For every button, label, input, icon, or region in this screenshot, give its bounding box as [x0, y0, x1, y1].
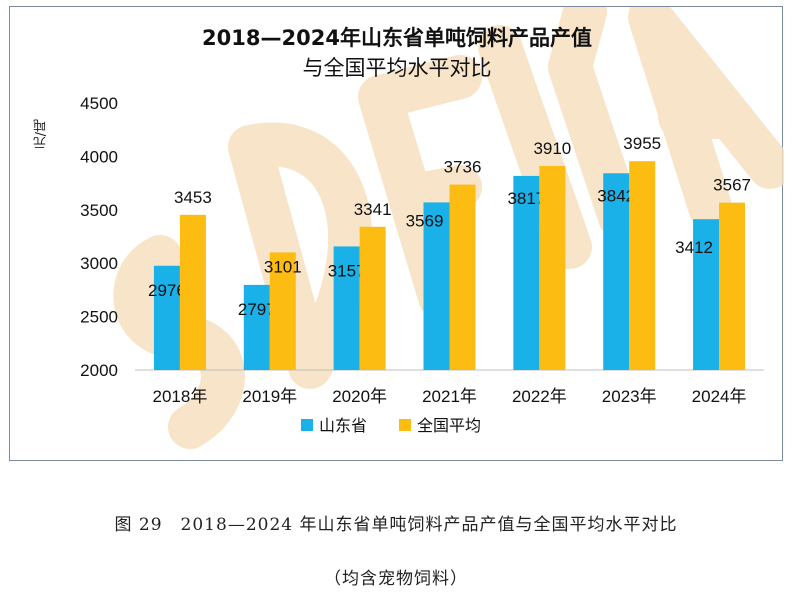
- data-label: 2797: [238, 300, 276, 319]
- x-tick-label: 2023年: [602, 387, 657, 406]
- x-tick-label: 2022年: [512, 387, 567, 406]
- chart-frame: 2018—2024年山东省单吨饲料产品产值 与全国平均水平对比 元/吨 2000…: [9, 6, 784, 461]
- y-tick-label: 3500: [80, 201, 118, 220]
- x-tick-label: 2019年: [242, 387, 297, 406]
- y-tick-label: 3000: [80, 254, 118, 273]
- bar-national: [179, 214, 206, 370]
- data-label: 3842: [597, 186, 635, 205]
- legend-label: 全国平均: [417, 416, 481, 435]
- data-label: 3910: [533, 139, 571, 158]
- chart-title: 2018—2024年山东省单吨饲料产品产值 与全国平均水平对比: [10, 23, 784, 83]
- bar-national: [449, 184, 476, 370]
- x-tick-label: 2021年: [422, 387, 477, 406]
- bar-shandong: [243, 284, 270, 370]
- bar-shandong: [513, 175, 540, 370]
- data-label: 3817: [507, 189, 545, 208]
- figure-caption: 图 29 2018—2024 年山东省单吨饲料产品产值与全国平均水平对比: [114, 515, 678, 535]
- data-label: 2976: [148, 281, 186, 300]
- y-tick-label: 4500: [80, 94, 118, 113]
- x-tick-label: 2020年: [332, 387, 387, 406]
- y-tick-label: 2500: [80, 308, 118, 327]
- legend-label: 山东省: [319, 416, 367, 435]
- bar-national: [719, 202, 746, 370]
- bar-shandong: [153, 265, 180, 370]
- data-label: 3569: [406, 211, 444, 230]
- chart-title-line1: 2018—2024年山东省单吨饲料产品产值: [202, 26, 592, 50]
- bar-shandong: [333, 246, 360, 370]
- bar-shandong: [603, 173, 630, 370]
- figure-caption-note: （均含宠物饲料）: [324, 569, 468, 589]
- legend-swatch-shandong: [301, 419, 313, 431]
- bar-shandong: [423, 202, 450, 370]
- data-label: 3412: [675, 238, 713, 257]
- bar-national: [359, 226, 386, 370]
- data-label: 3341: [354, 200, 392, 219]
- data-label: 3453: [174, 188, 212, 207]
- bar-national: [629, 161, 656, 370]
- bar-shandong: [693, 219, 720, 370]
- bar-national: [269, 252, 296, 370]
- data-label: 3567: [713, 176, 751, 195]
- bar-chart: 2000 2500 3000 3500 4000 4500 2976 2797 3157 3569…: [80, 94, 764, 435]
- y-tick-label: 4000: [80, 147, 118, 166]
- y-tick-label: 2000: [80, 361, 118, 380]
- legend-swatch-national: [399, 419, 411, 431]
- data-label: 3955: [623, 134, 661, 153]
- chart-title-line2: 与全国平均水平对比: [302, 56, 492, 80]
- data-label: 3157: [328, 261, 366, 280]
- bar-national: [539, 166, 566, 370]
- data-label: 3736: [444, 158, 482, 177]
- x-tick-label: 2024年: [692, 387, 747, 406]
- data-label: 3101: [264, 257, 302, 276]
- x-tick-label: 2018年: [153, 387, 208, 406]
